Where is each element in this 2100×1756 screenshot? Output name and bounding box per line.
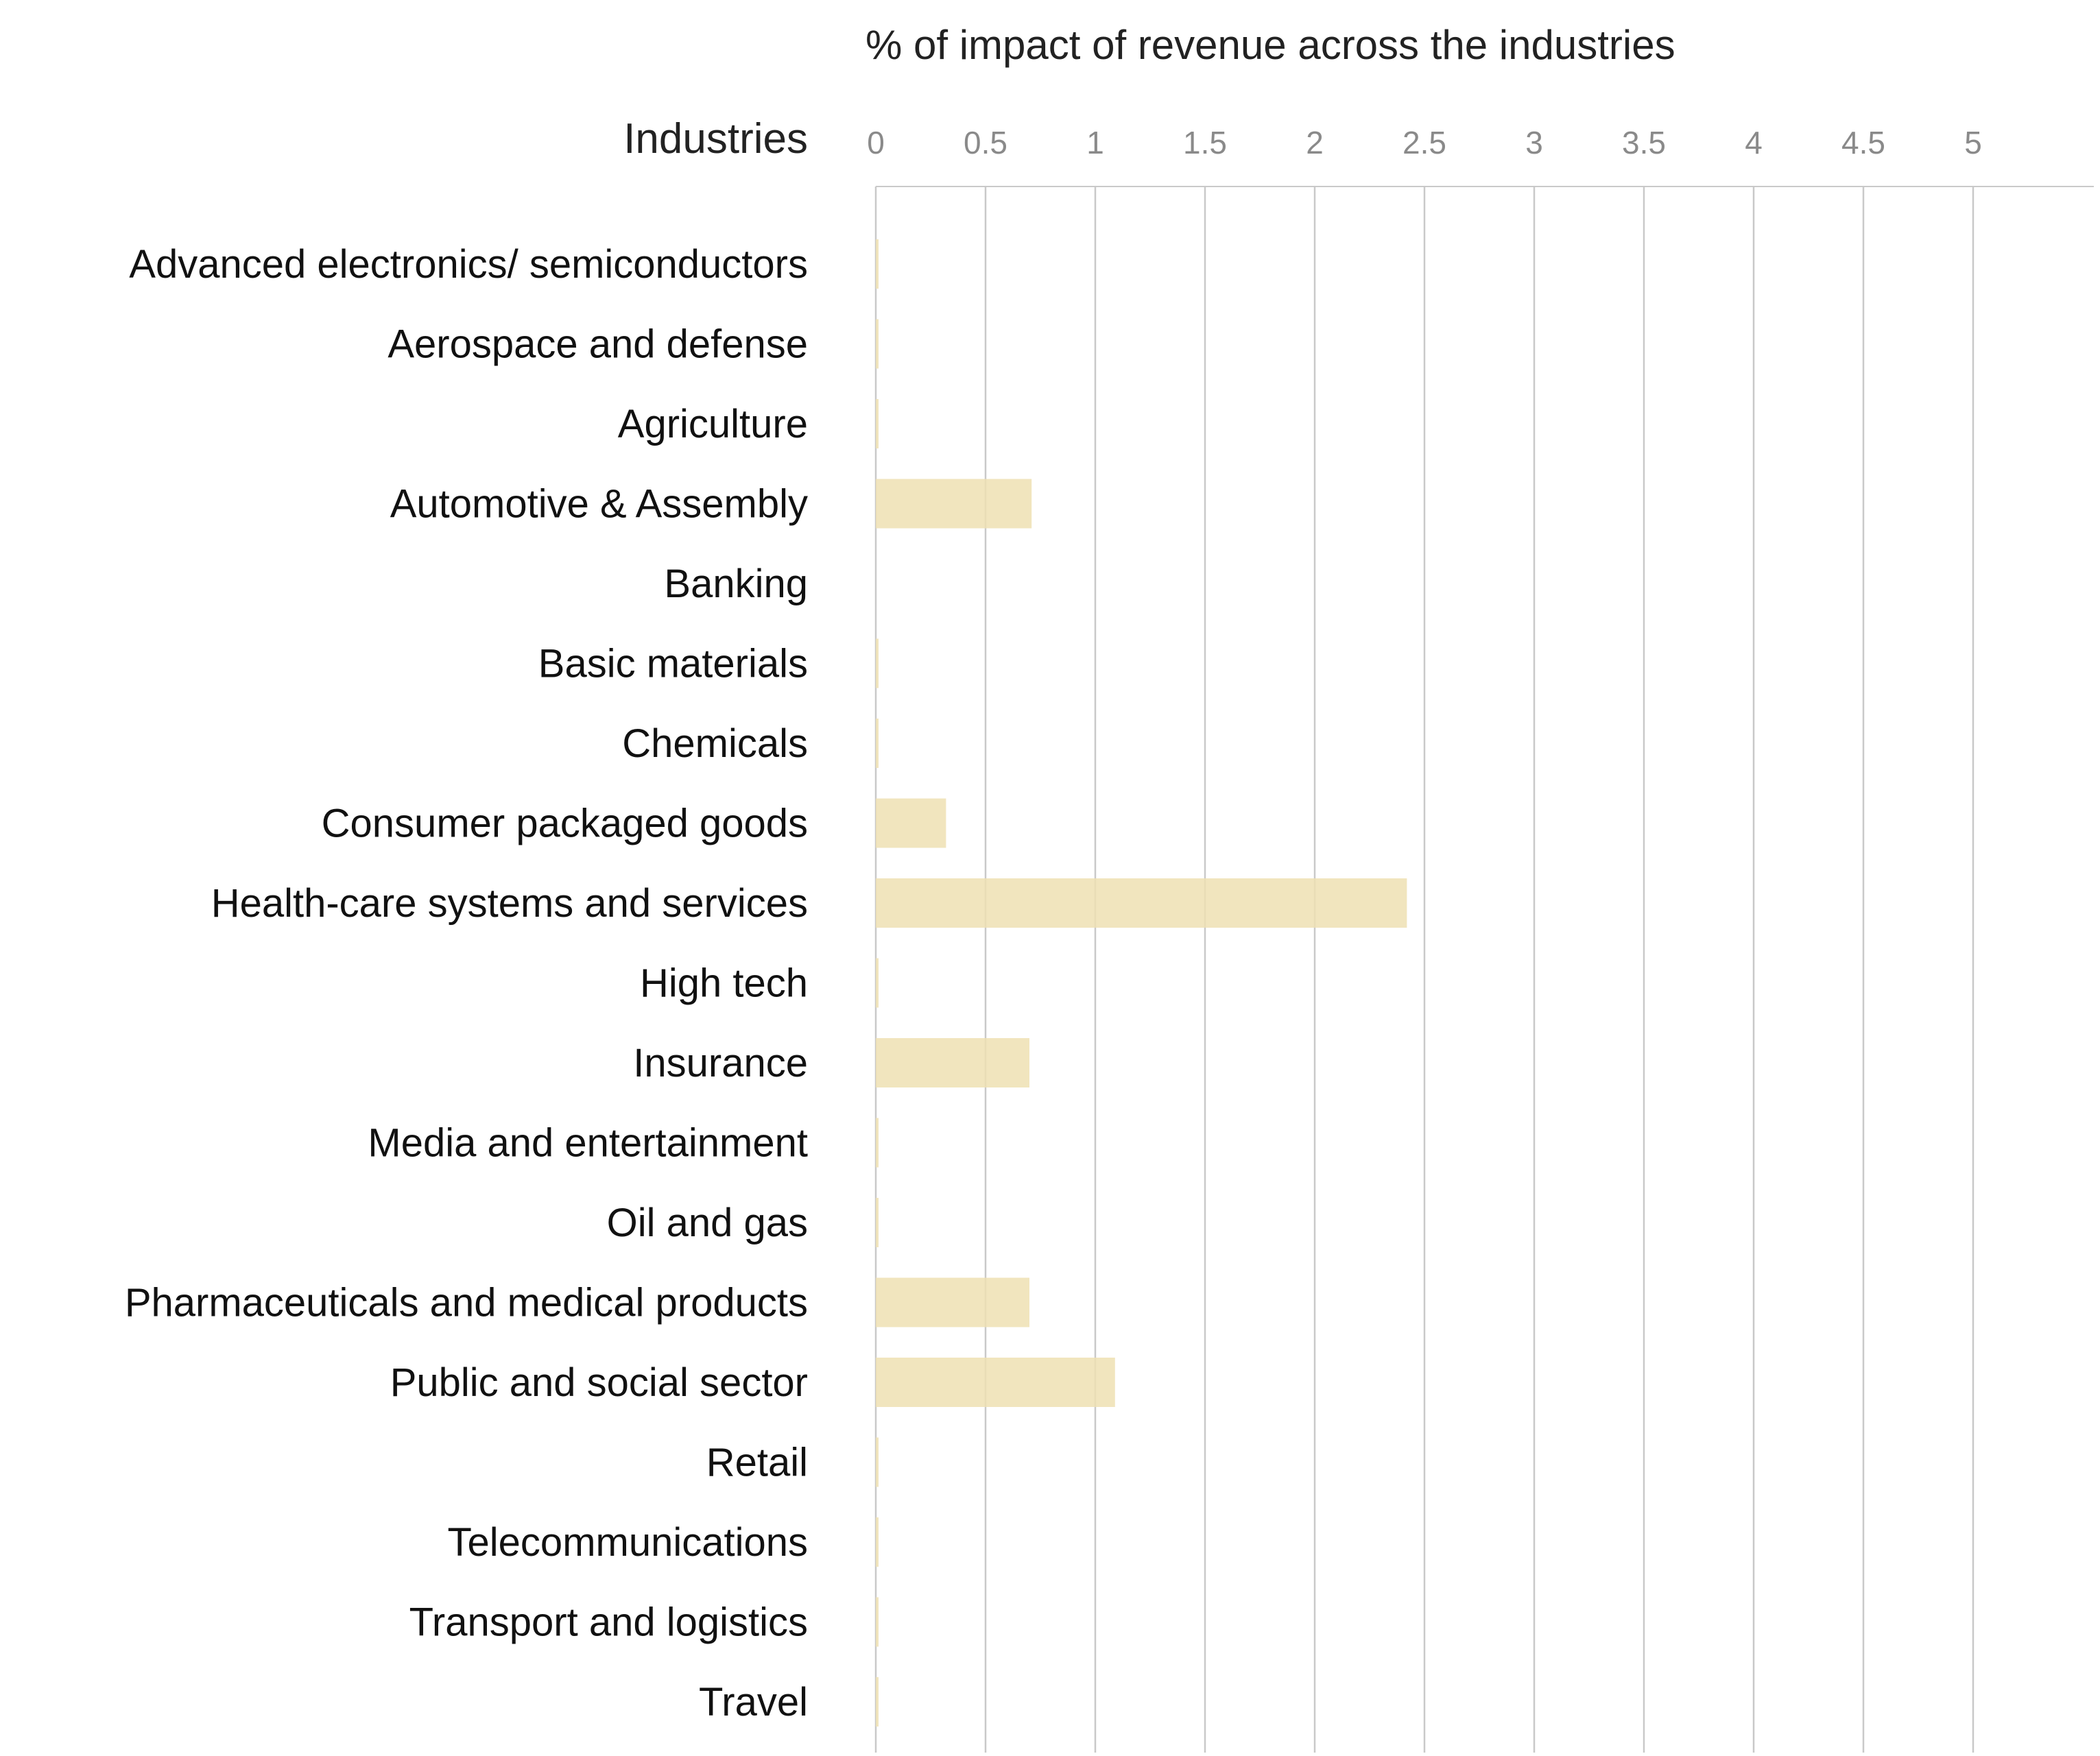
category-labels: Advanced electronics/ semiconductors Aero…: [125, 242, 808, 1724]
x-axis-ticks: 0 0.5 1 1.5 2 2.5 3 3.5 4 4.5 5: [867, 125, 1982, 160]
category-label: Travel: [699, 1680, 808, 1724]
bar: [876, 239, 879, 289]
bar: [876, 1038, 1029, 1087]
category-label: Oil and gas: [607, 1201, 808, 1245]
bar: [876, 1677, 879, 1727]
category-label: Health-care systems and services: [211, 881, 808, 926]
category-label: High tech: [640, 961, 808, 1006]
chart-title: % of impact of revenue across the indust…: [866, 22, 1675, 68]
x-tick-label: 1.5: [1183, 125, 1227, 160]
bar: [876, 1358, 1115, 1407]
category-label: Banking: [664, 562, 808, 606]
x-tick-label: 4: [1745, 125, 1763, 160]
bar: [876, 798, 946, 848]
category-label: Agriculture: [618, 402, 808, 446]
x-tick-label: 5: [1964, 125, 1982, 160]
category-label: Aerospace and defense: [387, 322, 808, 367]
bar: [876, 719, 879, 768]
bar: [876, 1277, 1029, 1327]
category-label: Consumer packaged goods: [322, 802, 808, 846]
category-label: Automotive & Assembly: [390, 482, 808, 527]
x-tick-label: 2.5: [1403, 125, 1446, 160]
x-tick-label: 1: [1086, 125, 1104, 160]
x-tick-label: 2: [1306, 125, 1324, 160]
bar: [876, 878, 1407, 928]
bar: [876, 1597, 879, 1647]
category-label: Public and social sector: [390, 1360, 808, 1405]
category-label: Telecommunications: [448, 1520, 808, 1565]
bar: [876, 1437, 879, 1487]
category-label: Media and entertainment: [368, 1121, 808, 1166]
category-label: Retail: [706, 1441, 808, 1485]
x-tick-label: 3.5: [1622, 125, 1666, 160]
bar: [876, 958, 879, 1008]
category-label: Advanced electronics/ semiconductors: [129, 242, 808, 287]
x-tick-label: 4.5: [1841, 125, 1885, 160]
x-tick-label: 3: [1525, 125, 1543, 160]
bar: [876, 399, 879, 448]
bar: [876, 479, 1032, 529]
bar: [876, 1118, 879, 1168]
category-label: Transport and logistics: [409, 1600, 808, 1645]
bars: [876, 239, 1407, 1727]
bar: [876, 638, 879, 688]
category-label: Pharmaceuticals and medical products: [125, 1281, 808, 1325]
x-tick-label: 0.5: [964, 125, 1007, 160]
category-label: Chemicals: [622, 721, 808, 766]
category-axis-header: Industries: [623, 115, 808, 163]
x-tick-label: 0: [867, 125, 885, 160]
category-label: Basic materials: [538, 642, 808, 686]
bar: [876, 1517, 879, 1567]
category-label: Insurance: [633, 1041, 808, 1085]
bar: [876, 1198, 879, 1247]
bar: [876, 319, 879, 369]
